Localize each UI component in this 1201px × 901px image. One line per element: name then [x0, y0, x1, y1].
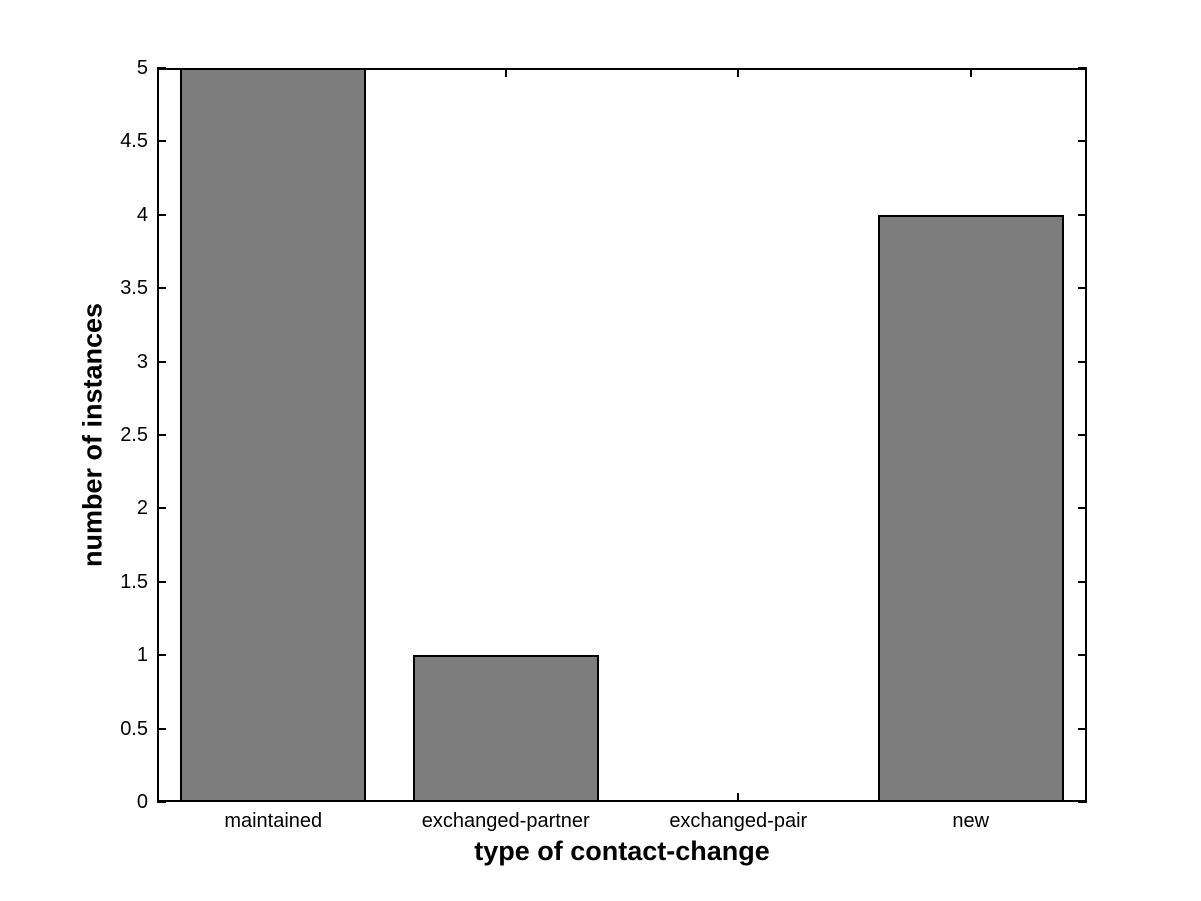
y-tick-left	[157, 507, 166, 510]
bar	[180, 68, 367, 802]
plot-area	[157, 67, 1087, 803]
y-tick-label: 3.5	[120, 277, 148, 300]
y-tick-label: 4	[136, 203, 148, 226]
y-tick-label: 5	[136, 57, 148, 79]
y-tick-left	[157, 727, 166, 730]
y-tick-left	[157, 434, 166, 436]
x-tick-label: exchanged-partner	[421, 810, 590, 832]
x-axis-label: type of contact-change	[474, 836, 770, 866]
y-tick-label: 1.5	[120, 570, 148, 593]
y-tick-left	[157, 213, 166, 216]
y-tick-right	[1078, 434, 1087, 436]
x-tick-label: maintained	[224, 810, 323, 832]
y-tick-left	[157, 654, 166, 657]
y-tick-right	[1078, 360, 1087, 363]
x-tick-label: new	[952, 810, 990, 832]
y-tick-left	[157, 801, 166, 803]
y-tick-right	[1078, 507, 1087, 510]
y-tick-left	[157, 580, 166, 583]
y-tick-right	[1078, 213, 1087, 216]
y-tick-label: 1	[136, 644, 148, 667]
x-tick-label: exchanged-pair	[669, 810, 808, 832]
x-tick-top	[969, 68, 972, 77]
y-tick-label: 3	[136, 350, 148, 373]
y-tick-right	[1078, 654, 1087, 657]
y-tick-right	[1078, 580, 1087, 583]
y-tick-right	[1078, 801, 1087, 803]
y-tick-right	[1078, 140, 1087, 143]
x-tick-bottom	[737, 793, 740, 802]
bar	[877, 214, 1064, 802]
x-tick-top	[737, 68, 740, 77]
y-tick-right	[1078, 287, 1087, 290]
y-tick-label: 2	[136, 497, 148, 520]
y-tick-label: 0.5	[120, 717, 148, 740]
y-tick-left	[157, 287, 166, 290]
y-tick-label: 4.5	[120, 130, 148, 153]
x-tick-top	[504, 68, 507, 77]
y-tick-label: 2.5	[120, 424, 148, 446]
y-tick-right	[1078, 67, 1087, 69]
y-tick-left	[157, 67, 166, 69]
y-tick-left	[157, 140, 166, 143]
bar	[412, 655, 599, 802]
y-tick-label: 0	[136, 791, 148, 813]
y-tick-left	[157, 360, 166, 363]
y-tick-right	[1078, 727, 1087, 730]
